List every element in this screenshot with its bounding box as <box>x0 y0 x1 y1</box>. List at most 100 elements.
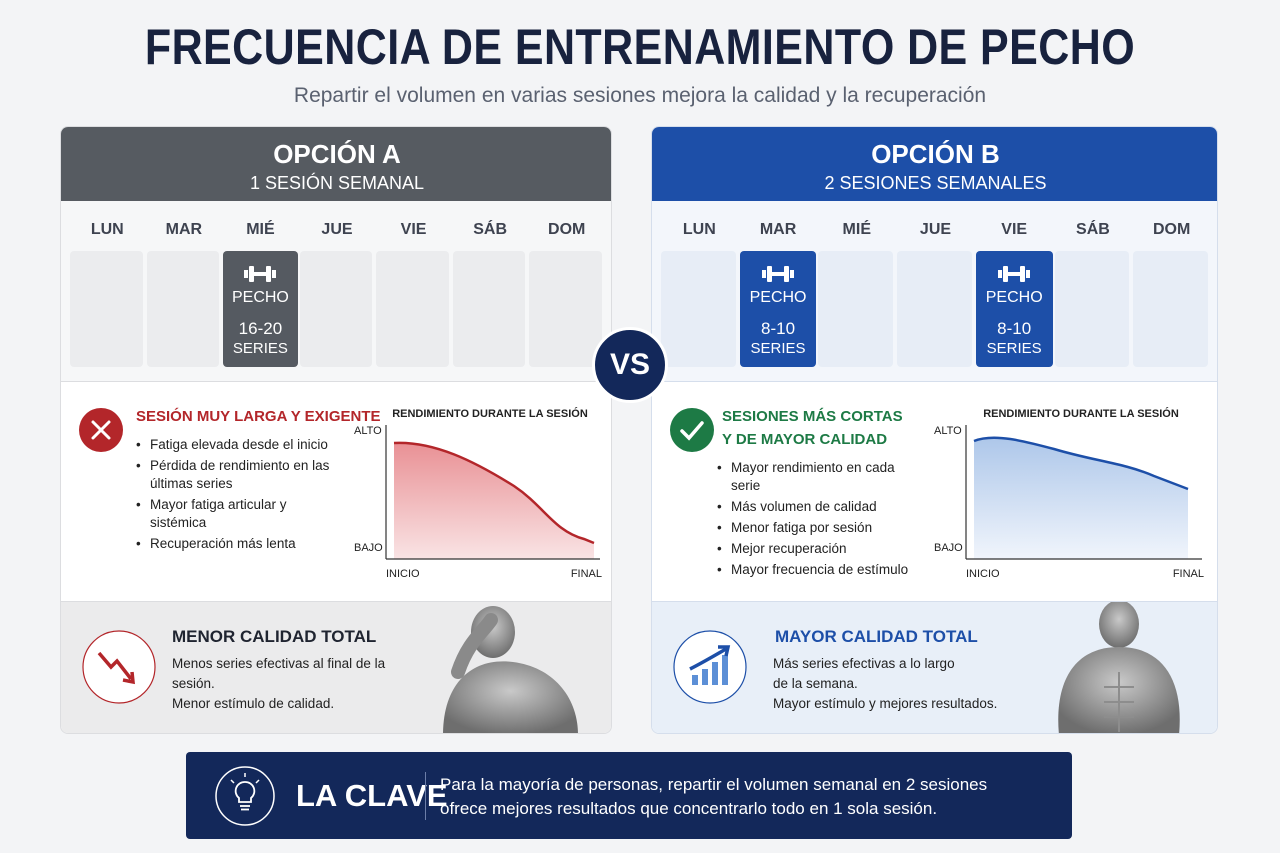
day-label: LUN <box>90 221 124 238</box>
summary-text: Menos series efectivas al final de la se… <box>172 654 412 714</box>
verdict-bullet: Pérdida de rendimiento en las últimas se… <box>136 457 336 493</box>
y-high-label: ALTO <box>354 425 382 437</box>
summary-line: Menos series efectivas al final de la se… <box>172 656 386 691</box>
day-label: JUE <box>321 221 353 238</box>
check-icon <box>670 408 714 452</box>
summary-line: Mayor estímulo y mejores resultados. <box>773 696 998 711</box>
dumbbell-icon <box>244 266 277 282</box>
summary-line: de la semana. <box>773 676 858 691</box>
verdict-bullet: Menor fatiga por sesión <box>717 519 917 537</box>
chart-title: RENDIMIENTO DURANTE LA SESIÓN <box>392 408 588 420</box>
day-box <box>146 251 220 367</box>
lightbulb-icon <box>215 766 275 826</box>
verdict-bullet: Recuperación más lenta <box>136 535 336 553</box>
verdict-bullet: Mayor rendimiento en cada serie <box>717 459 917 495</box>
day-box <box>661 251 736 367</box>
day-label: MIÉ <box>246 221 275 238</box>
x-end-label: FINAL <box>1172 568 1204 580</box>
performance-curve <box>965 425 1202 560</box>
verdict-bullet: Fatiga elevada desde el inicio <box>136 436 336 454</box>
option-title: OPCIÓN B <box>871 139 1000 169</box>
chart-title: RENDIMIENTO DURANTE LA SESIÓN <box>983 408 1179 420</box>
session-sets: 8-10 <box>761 319 796 338</box>
key-divider <box>425 772 426 820</box>
cross-icon <box>79 408 123 452</box>
dumbbell-icon <box>762 266 795 282</box>
option-subtitle: 2 SESIONES SEMANALES <box>824 173 1047 193</box>
option-header <box>61 127 611 201</box>
option-panel: OPCIÓN A 1 SESIÓN SEMANAL LUN MAR MIÉ PECHO 16… <box>60 126 612 734</box>
verdict-title-line: SESIONES MÁS CORTAS <box>722 408 903 425</box>
session-unit: SERIES <box>232 340 288 357</box>
key-text: Para la mayoría de personas, repartir el… <box>440 773 987 821</box>
day-box <box>1133 251 1208 367</box>
verdict-bullets: Fatiga elevada desde el inicio Pérdida de… <box>136 436 336 556</box>
day-box <box>897 251 972 367</box>
session-name: PECHO <box>985 289 1043 306</box>
page-title: FRECUENCIA DE ENTRENAMIENTO DE PECHO <box>144 19 1136 75</box>
y-high-label: ALTO <box>934 425 962 437</box>
day-label: MAR <box>165 221 203 238</box>
athlete-photo <box>443 606 578 733</box>
session-sets: 8-10 <box>997 319 1032 338</box>
session-box <box>739 251 817 367</box>
option-panel: OPCIÓN B 2 SESIONES SEMANALES LUN MAR PECHO 8… <box>651 126 1218 734</box>
day-label: DOM <box>1152 221 1191 238</box>
option-subtitle: 1 SESIÓN SEMANAL <box>249 173 425 193</box>
summary-title: MAYOR CALIDAD TOTAL <box>775 627 978 646</box>
day-label: JUE <box>919 221 952 238</box>
day-label: SÁB <box>1076 221 1110 238</box>
day-label: DOM <box>548 221 586 238</box>
day-label: MAR <box>759 221 797 238</box>
day-box <box>1054 251 1130 367</box>
x-start-label: INICIO <box>386 568 420 580</box>
verdict-bullet: Más volumen de calidad <box>717 498 917 516</box>
y-low-label: BAJO <box>934 542 963 554</box>
trend-down-icon <box>82 630 156 704</box>
summary-line: Más series efectivas a lo largo <box>773 656 955 671</box>
verdict-bullets: Mayor rendimiento en cada serie Más volum… <box>717 459 917 582</box>
verdict-bullet: Mayor fatiga articular y sistémica <box>136 496 336 532</box>
day-box <box>70 251 143 367</box>
verdict-bullet: Mejor recuperación <box>717 540 917 558</box>
athlete-photo <box>1058 602 1180 733</box>
day-label: LUN <box>682 221 716 238</box>
day-label: VIE <box>400 221 427 238</box>
option-title: OPCIÓN A <box>273 139 401 169</box>
session-sets: 16-20 <box>238 319 283 338</box>
summary-line: Menor estímulo de calidad. <box>172 696 335 711</box>
trend-up-icon <box>673 630 747 704</box>
summary-text: Más series efectivas a lo largo de la sem… <box>773 654 1013 714</box>
x-end-label: FINAL <box>570 568 602 580</box>
day-label: MIÉ <box>842 221 871 238</box>
verdict-title: SESIONES MÁS CORTAS Y DE MAYOR CALIDAD <box>722 405 903 451</box>
verdict-title-line: Y DE MAYOR CALIDAD <box>722 431 888 448</box>
page-subtitle: Repartir el volumen en varias sesiones m… <box>293 84 987 107</box>
session-name: PECHO <box>749 289 807 306</box>
vs-badge: VS <box>592 327 668 403</box>
verdict-bullet: Mayor frecuencia de estímulo <box>717 561 917 579</box>
performance-curve <box>385 425 600 560</box>
day-box <box>818 251 894 367</box>
key-line: ofrece mejores resultados que concentrar… <box>440 799 938 818</box>
verdict-title: SESIÓN MUY LARGA Y EXIGENTE <box>136 405 381 428</box>
session-unit: SERIES <box>750 340 806 357</box>
x-start-label: INICIO <box>966 568 1000 580</box>
day-label: SÁB <box>473 221 508 238</box>
dumbbell-icon <box>998 266 1031 282</box>
key-title: LA CLAVE <box>296 778 448 813</box>
option-header <box>652 127 1217 201</box>
day-box <box>376 251 449 367</box>
session-box <box>223 251 298 367</box>
summary-title: MENOR CALIDAD TOTAL <box>172 627 377 646</box>
y-low-label: BAJO <box>354 542 383 554</box>
session-name: PECHO <box>231 289 289 306</box>
day-box <box>299 251 373 367</box>
session-box <box>975 251 1053 367</box>
key-bar: LA CLAVE Para la mayoría de personas, re… <box>186 752 1072 839</box>
day-label: VIE <box>1001 221 1028 238</box>
day-box <box>452 251 526 367</box>
verdict-title-line: SESIÓN MUY LARGA Y EXIGENTE <box>136 408 381 425</box>
key-line: Para la mayoría de personas, repartir el… <box>440 775 988 794</box>
